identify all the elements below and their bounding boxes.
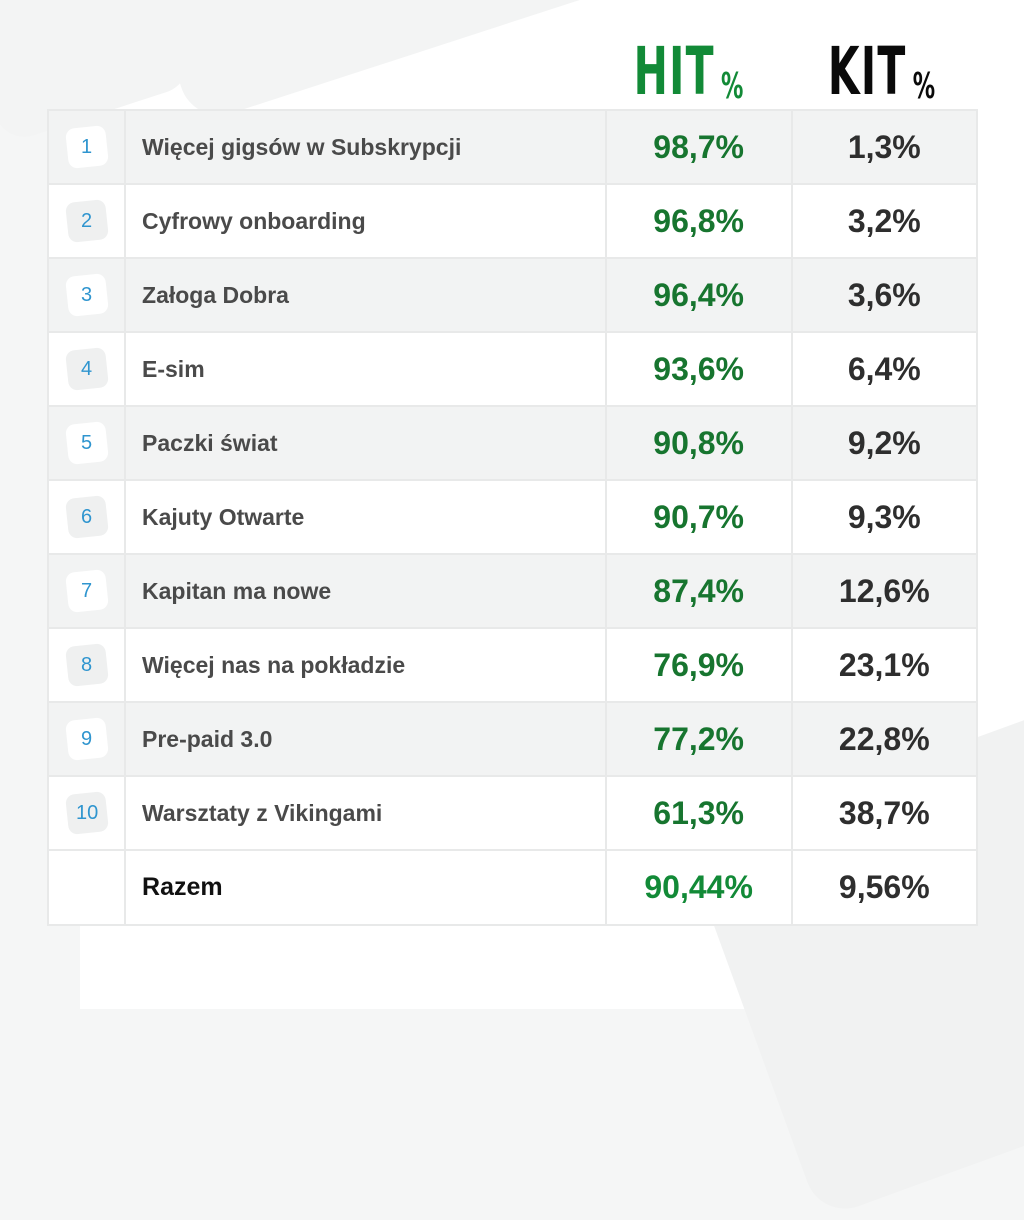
kit-value: 12,6% (790, 553, 979, 629)
hit-header: HIT% (629, 35, 749, 105)
hit-value: 61,3% (604, 775, 793, 851)
hit-value: 98,7% (604, 109, 793, 185)
index-badge: 6 (64, 495, 109, 539)
table-row: 7 Kapitan ma nowe 87,4% 12,6% (46, 553, 979, 629)
row-name: Kapitan ma nowe (124, 553, 607, 629)
results-table: 1 Więcej gigsów w Subskrypcji 98,7% 1,3%… (46, 109, 979, 926)
row-name: Cyfrowy onboarding (124, 183, 607, 259)
kit-value: 1,3% (790, 109, 979, 185)
table-row: 2 Cyfrowy onboarding 96,8% 3,2% (46, 183, 979, 259)
hit-value: 96,4% (604, 257, 793, 333)
kit-header: KIT% (822, 35, 942, 105)
table-row: 10 Warsztaty z Vikingami 61,3% 38,7% (46, 775, 979, 851)
column-headers: HIT% KIT% (600, 35, 978, 105)
table-row: 6 Kajuty Otwarte 90,7% 9,3% (46, 479, 979, 555)
total-label: Razem (124, 849, 607, 926)
hit-value: 96,8% (604, 183, 793, 259)
kit-value: 9,3% (790, 479, 979, 555)
index-badge: 1 (64, 125, 109, 169)
row-name: E-sim (124, 331, 607, 407)
kit-value: 23,1% (790, 627, 979, 703)
hit-value: 90,8% (604, 405, 793, 481)
hit-header-pct: % (720, 66, 744, 107)
kit-header-pct: % (912, 66, 936, 107)
total-hit-value: 90,44% (604, 849, 793, 926)
hit-value: 87,4% (604, 553, 793, 629)
row-name: Więcej gigsów w Subskrypcji (124, 109, 607, 185)
hit-value: 76,9% (604, 627, 793, 703)
table-row: 3 Załoga Dobra 96,4% 3,6% (46, 257, 979, 333)
total-kit-value: 9,56% (790, 849, 979, 926)
hit-value: 90,7% (604, 479, 793, 555)
index-badge: 3 (64, 273, 109, 317)
hit-value: 77,2% (604, 701, 793, 777)
kit-value: 6,4% (790, 331, 979, 407)
index-badge: 10 (64, 791, 109, 835)
index-badge: 7 (64, 569, 109, 613)
row-name: Warsztaty z Vikingami (124, 775, 607, 851)
table-row: 5 Paczki świat 90,8% 9,2% (46, 405, 979, 481)
index-badge: 5 (64, 421, 109, 465)
row-name: Kajuty Otwarte (124, 479, 607, 555)
kit-value: 3,2% (790, 183, 979, 259)
index-badge: 4 (64, 347, 109, 391)
table-row: 9 Pre-paid 3.0 77,2% 22,8% (46, 701, 979, 777)
table-row: 4 E-sim 93,6% 6,4% (46, 331, 979, 407)
row-name: Paczki świat (124, 405, 607, 481)
row-name: Załoga Dobra (124, 257, 607, 333)
kit-value: 3,6% (790, 257, 979, 333)
index-badge: 8 (64, 643, 109, 687)
hit-value: 93,6% (604, 331, 793, 407)
kit-value: 38,7% (790, 775, 979, 851)
index-badge: 2 (64, 199, 109, 243)
row-name: Więcej nas na pokładzie (124, 627, 607, 703)
hit-header-label: HIT (633, 33, 715, 110)
kit-value: 9,2% (790, 405, 979, 481)
index-badge: 9 (64, 717, 109, 761)
total-row: Razem 90,44% 9,56% (46, 849, 979, 926)
kit-header-label: KIT (827, 33, 907, 110)
kit-value: 22,8% (790, 701, 979, 777)
table-row: 8 Więcej nas na pokładzie 76,9% 23,1% (46, 627, 979, 703)
table-row: 1 Więcej gigsów w Subskrypcji 98,7% 1,3% (46, 109, 979, 185)
row-name: Pre-paid 3.0 (124, 701, 607, 777)
